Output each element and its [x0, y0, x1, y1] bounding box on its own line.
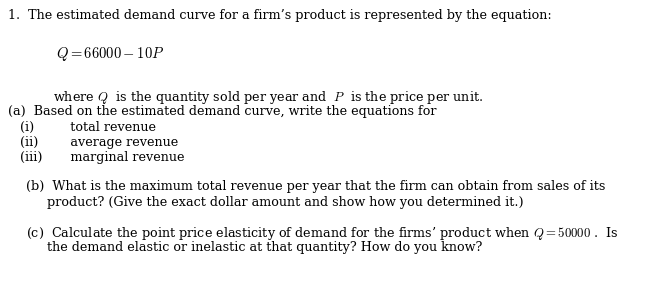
Text: the demand elastic or inelastic at that quantity? How do you know?: the demand elastic or inelastic at that …: [47, 241, 483, 254]
Text: where $\mathit{Q}$  is the quantity sold per year and  $\mathit{P}$  is the pric: where $\mathit{Q}$ is the quantity sold …: [53, 89, 483, 106]
Text: (b)  What is the maximum total revenue per year that the firm can obtain from sa: (b) What is the maximum total revenue pe…: [26, 180, 606, 193]
Text: (iii)       marginal revenue: (iii) marginal revenue: [20, 151, 184, 164]
Text: (a)  Based on the estimated demand curve, write the equations for: (a) Based on the estimated demand curve,…: [8, 105, 436, 118]
Text: 1.  The estimated demand curve for a firm’s product is represented by the equati: 1. The estimated demand curve for a firm…: [8, 9, 551, 22]
Text: $\mathit{Q}=66000-10\mathit{P}$: $\mathit{Q}=66000-10\mathit{P}$: [56, 45, 164, 63]
Text: (c)  Calculate the point price elasticity of demand for the firms’ product when : (c) Calculate the point price elasticity…: [26, 225, 619, 242]
Text: (ii)        average revenue: (ii) average revenue: [20, 136, 178, 149]
Text: product? (Give the exact dollar amount and show how you determined it.): product? (Give the exact dollar amount a…: [47, 196, 524, 209]
Text: (i)         total revenue: (i) total revenue: [20, 121, 156, 134]
